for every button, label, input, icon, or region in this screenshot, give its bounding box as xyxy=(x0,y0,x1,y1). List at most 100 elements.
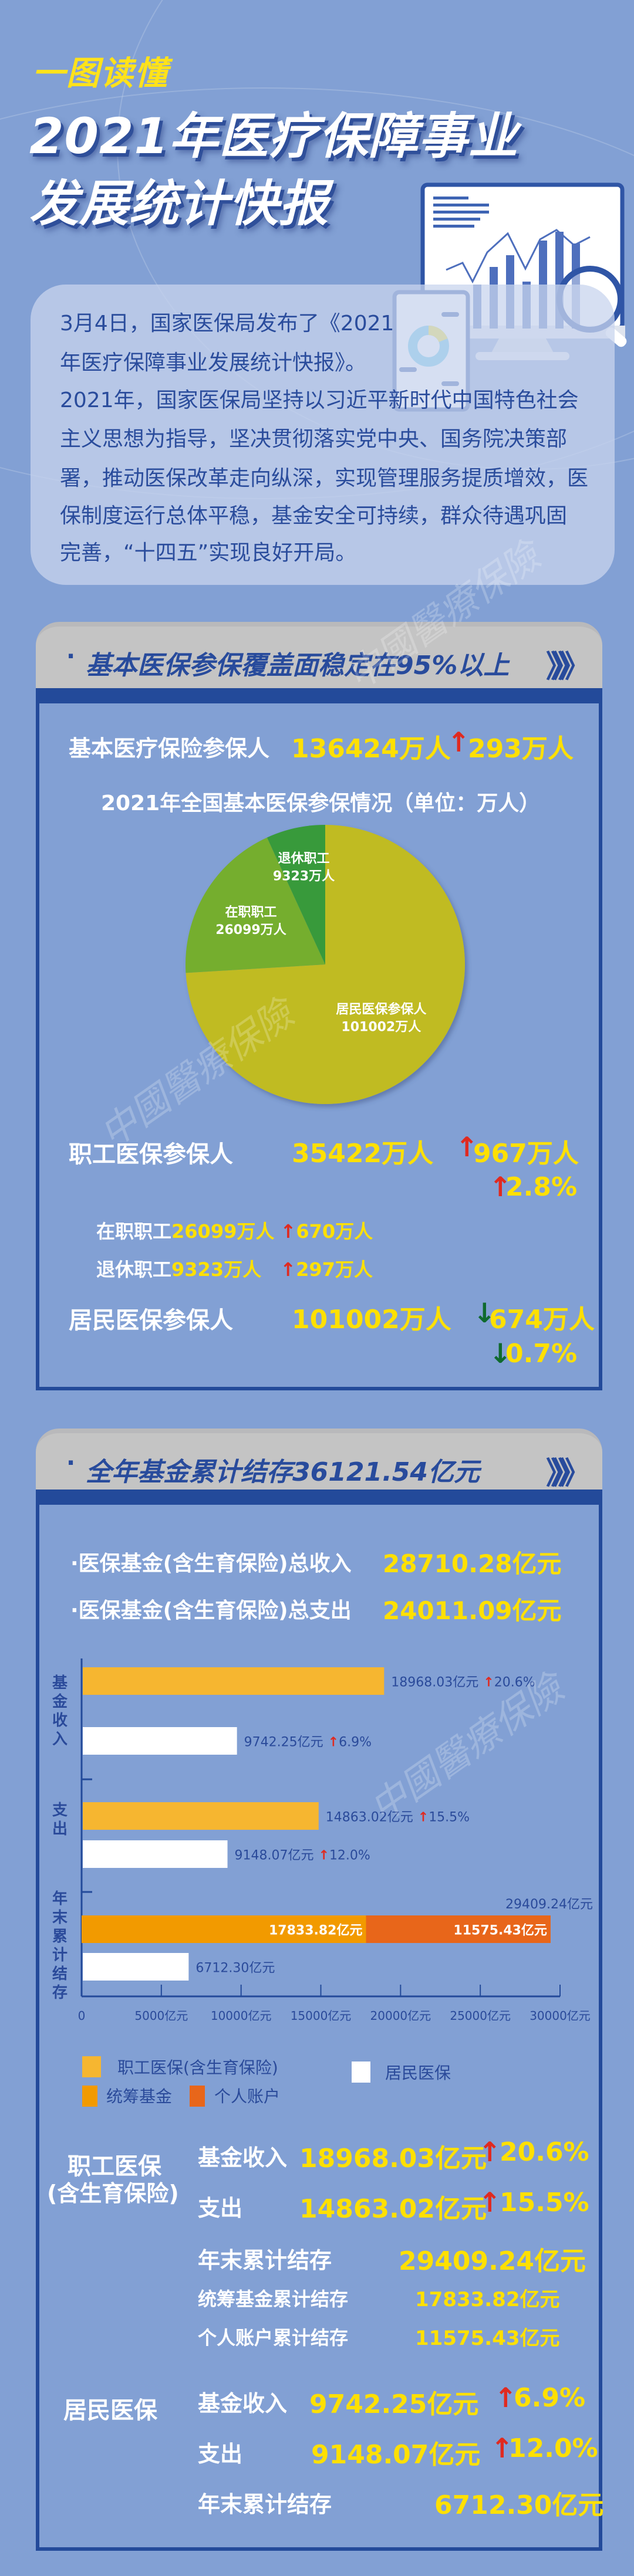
section-title: 基本医保参保覆盖面稳定在95%以上 xyxy=(86,651,510,681)
arrow-up-icon: ↑ xyxy=(483,1675,494,1690)
intro-line: 保制度运行总体平稳，基金安全可持续，群众待遇巩固 xyxy=(60,504,568,528)
row-label: 基金收入 xyxy=(198,2145,288,2171)
bar-segment xyxy=(366,1915,551,1943)
arrow-up-icon: ↑ xyxy=(491,2432,514,2464)
bar-value: 9148.07亿元 xyxy=(235,1849,314,1863)
total-insured-change: 293万人 xyxy=(468,734,574,764)
chevrons-icon: 》》》 xyxy=(545,1456,591,1491)
total-income-label: ·医保基金(含生育保险)总收入 xyxy=(70,1552,352,1576)
intro-line: 2021年，国家医保局坚持以习近平新时代中国特色社会 xyxy=(60,388,579,412)
pie-slice-name: 在职职工 xyxy=(225,905,276,920)
row-value: 29409.24亿元 xyxy=(399,2246,586,2276)
category-label: 金 xyxy=(52,1692,68,1711)
arrow-up-icon: ↑ xyxy=(280,1220,296,1243)
resident-insured-pct: 0.7% xyxy=(505,1339,578,1369)
retired-label: 退休职工 xyxy=(96,1258,172,1281)
x-tick-label: 5000亿元 xyxy=(134,2009,188,2023)
active-employees-row: 在职职工26099万人 ↑670万人 xyxy=(96,1217,373,1244)
legend-swatch-personal xyxy=(190,2086,205,2107)
bar xyxy=(83,1953,189,1981)
total-insured-label: 基本医疗保险参保人 xyxy=(69,736,270,761)
legend-swatch-employee xyxy=(82,2056,101,2077)
arrow-up-icon: ↑ xyxy=(447,726,470,758)
row-label: 统筹基金累计结存 xyxy=(198,2288,349,2310)
arrow-up-icon: ↑ xyxy=(280,1258,296,1281)
bar-value-label: 9148.07亿元 ↑12.0% xyxy=(235,1849,370,1863)
employee-fund-sublabel: (含生育保险) xyxy=(47,2181,179,2206)
x-tick-label: 20000亿元 xyxy=(370,2009,431,2023)
row-change: 6.9% xyxy=(514,2383,586,2413)
total-expense-label: ·医保基金(含生育保险)总支出 xyxy=(70,1599,352,1623)
legend-swatch-pooled xyxy=(82,2086,97,2107)
arrow-up-icon: ↑ xyxy=(456,1131,478,1163)
row-label: 基金收入 xyxy=(198,2391,288,2416)
row-value: 17833.82亿元 xyxy=(415,2288,560,2311)
legend-resident: 居民医保 xyxy=(385,2063,451,2083)
bar-value: 6712.30亿元 xyxy=(195,1961,275,1976)
row-change: 15.5% xyxy=(500,2188,589,2218)
section-header: · 全年基金累计结存36121.54亿元 》》》 xyxy=(36,1429,602,1496)
bar-change: 15.5% xyxy=(429,1810,470,1825)
row-change: 12.0% xyxy=(508,2433,598,2463)
x-tick-label: 10000亿元 xyxy=(211,2009,272,2023)
row-label: 年末累计结存 xyxy=(198,2247,332,2273)
arrow-up-icon: ↑ xyxy=(478,2136,501,2168)
pie-slice-value: 9323万人 xyxy=(273,869,335,884)
pie-slice-name: 居民医保参保人 xyxy=(336,1002,426,1017)
intro-line: 署，推动医保改革走向纵深，实现管理服务提质增效，医 xyxy=(60,466,589,490)
category-label: 入 xyxy=(52,1731,68,1748)
bullet: · xyxy=(66,1450,76,1477)
bar-change: 20.6% xyxy=(494,1675,535,1690)
resident-insured-change: 674万人 xyxy=(489,1305,595,1335)
total-expense-value: 24011.09亿元 xyxy=(383,1596,562,1625)
retired-value: 9323万人 xyxy=(171,1258,262,1281)
row-change: 20.6% xyxy=(500,2137,589,2167)
row-value: 11575.43亿元 xyxy=(415,2327,560,2350)
active-value: 26099万人 xyxy=(171,1220,275,1243)
x-tick-label: 25000亿元 xyxy=(450,2009,511,2023)
pie-title: 2021年全国基本医保参保情况（单位：万人） xyxy=(101,791,541,815)
bar-value: 9742.25亿元 xyxy=(244,1735,323,1750)
legend-personal: 个人账户 xyxy=(214,2087,281,2106)
pie-slice xyxy=(186,837,325,973)
employee-insured-pct: 2.8% xyxy=(505,1172,578,1202)
x-tick-label: 15000亿元 xyxy=(291,2009,352,2023)
intro-line: 年医疗保障事业发展统计快报》。 xyxy=(60,351,367,375)
resident-fund-label: 居民医保 xyxy=(63,2397,157,2424)
row-label: 个人账户累计结存 xyxy=(198,2327,349,2349)
bar-value-label: 9742.25亿元 ↑6.9% xyxy=(244,1735,372,1750)
intro-line: 主义思想为指导，坚决贯彻落实党中央、国务院决策部 xyxy=(60,427,568,451)
bar xyxy=(83,1727,237,1755)
arrow-down-icon: ↓ xyxy=(489,1338,512,1369)
pie-slice-value: 26099万人 xyxy=(215,923,286,937)
page-title-line2: 发展统计快报 xyxy=(29,175,329,232)
resident-insured-label: 居民医保参保人 xyxy=(69,1307,233,1334)
bar-change: 6.9% xyxy=(339,1735,372,1750)
pie-slice xyxy=(267,825,325,964)
section-title: 全年基金累计结存36121.54亿元 xyxy=(86,1457,480,1487)
total-income-value: 28710.28亿元 xyxy=(383,1549,562,1578)
row-value: 14863.02亿元 xyxy=(299,2194,487,2224)
intro-line: 3月4日，国家医保局发布了《2021 xyxy=(60,312,394,336)
arrow-up-icon: ↑ xyxy=(319,1849,329,1863)
category-label: 出 xyxy=(52,1820,68,1838)
bar-value: 14863.02亿元 xyxy=(326,1810,413,1825)
row-label: 支出 xyxy=(198,2441,243,2467)
total-insured-value: 136424万人 xyxy=(291,734,451,764)
row-value: 6712.30亿元 xyxy=(434,2490,604,2520)
bar-value-label: 18968.03亿元 ↑20.6% xyxy=(391,1675,535,1690)
employee-insured-label: 职工医保参保人 xyxy=(69,1141,233,1168)
employee-insured-change: 967万人 xyxy=(473,1139,579,1169)
active-change: 670万人 xyxy=(296,1220,373,1243)
row-label: 支出 xyxy=(198,2195,243,2221)
section-body xyxy=(36,1490,602,2551)
legend-pooled: 统筹基金 xyxy=(106,2087,173,2106)
pie-slice-value: 101002万人 xyxy=(341,1020,421,1035)
active-label: 在职职工 xyxy=(96,1220,172,1243)
bar-chart: 0 5000亿元 10000亿元 15000亿元 20000亿元 25000亿元 30000… xyxy=(52,1658,593,2023)
pie-chart: 居民医保参保人 101002万人 在职职工 26099万人 退休职工 9323万人 xyxy=(186,825,465,1104)
resident-insured-value: 101002万人 xyxy=(292,1305,451,1335)
retired-change: 297万人 xyxy=(296,1258,373,1281)
arrow-down-icon: ↓ xyxy=(473,1297,496,1329)
row-value: 9148.07亿元 xyxy=(311,2440,481,2470)
